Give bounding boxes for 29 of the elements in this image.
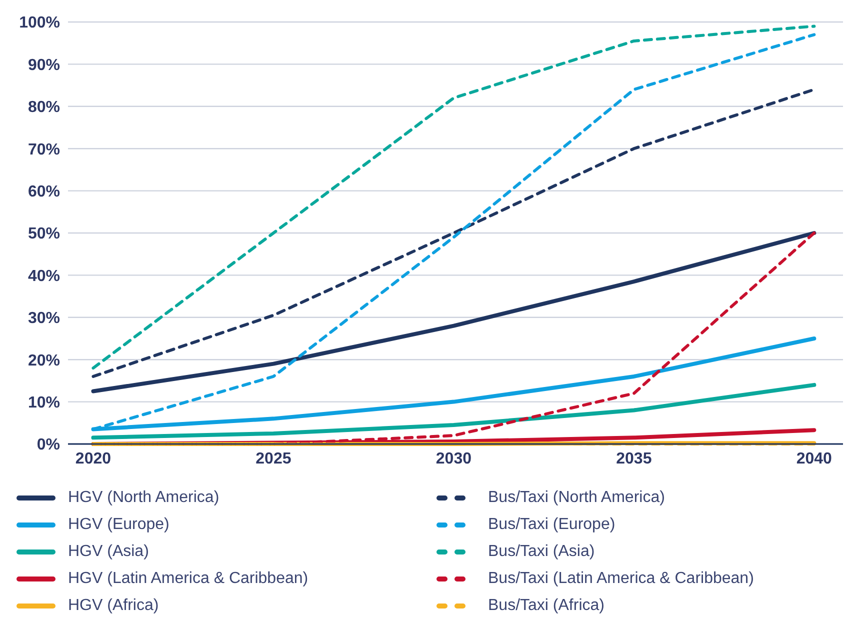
- legend-label: Bus/Taxi (Africa): [488, 596, 604, 614]
- legend-label: Bus/Taxi (Europe): [488, 516, 616, 534]
- x-tick-label: 2030: [436, 450, 472, 468]
- y-tick-label: 0%: [36, 436, 60, 454]
- line-series: [91, 382, 816, 440]
- legend-label: HGV (Latin America & Caribbean): [68, 570, 308, 588]
- legend-label: Bus/Taxi (Asia): [488, 542, 595, 560]
- legend-label: HGV (Europe): [68, 516, 170, 534]
- x-tick-label: 2025: [256, 450, 292, 468]
- y-tick-label: 70%: [28, 141, 60, 158]
- y-tick-label: 90%: [28, 56, 60, 74]
- y-tick-label: 20%: [28, 352, 60, 370]
- y-tick-label: 50%: [28, 226, 60, 243]
- legend-label: Bus/Taxi (Latin America & Caribbean): [488, 570, 754, 588]
- y-tick-label: 80%: [28, 99, 60, 116]
- legend-label: Bus/Taxi (North America): [488, 488, 665, 506]
- x-tick-label: 2020: [75, 450, 112, 468]
- line-series: [92, 24, 816, 370]
- legend-label: HGV (Africa): [68, 596, 159, 614]
- legend-label: HGV (North America): [68, 488, 220, 506]
- x-tick-label: 2035: [616, 450, 652, 468]
- y-tick-label: 100%: [19, 14, 60, 32]
- y-tick-label: 10%: [28, 394, 60, 412]
- line-series: [91, 231, 816, 394]
- y-tick-label: 30%: [28, 310, 60, 328]
- y-tick-label: 60%: [28, 183, 60, 200]
- x-tick-label: 2040: [796, 450, 832, 468]
- y-tick-label: 40%: [28, 268, 60, 285]
- legend-label: HGV (Asia): [68, 542, 149, 560]
